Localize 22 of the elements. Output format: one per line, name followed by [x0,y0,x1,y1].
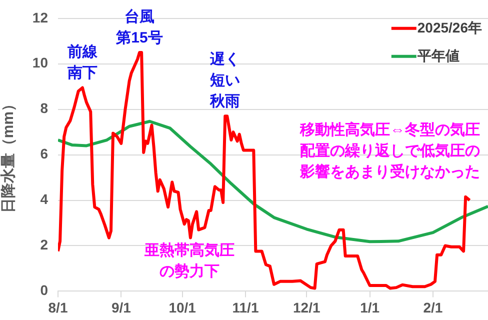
x-tick-label: 11/1 [232,299,259,316]
y-tick-label: 8 [40,100,48,116]
x-tick-label: 9/1 [111,299,132,316]
annotation: 亜熱帯高気圧の勢力下 [143,240,234,280]
legend-label: 平年値 [416,47,460,64]
legend-label: 2025/26年 [417,19,482,36]
y-tick-label: 12 [32,9,48,26]
y-tick-label: 6 [40,146,48,162]
x-tick-label: 12/1 [293,299,320,316]
y-tick-label: 2 [40,236,48,253]
x-tick-label: 2/1 [423,299,443,316]
x-tick-label: 10/1 [168,299,196,316]
x-tick-label: 8/1 [48,299,68,316]
annotation: 遅く短い秋雨 [209,51,240,110]
y-tick-label: 10 [32,54,48,71]
y-axis-title: 日降水量（mm） [0,96,18,214]
y-tick-label: 4 [40,191,48,208]
annotation: 移動性高気圧⇔冬型の気圧配置の繰り返しで低気圧の影響をあまり受けなかった [299,120,480,180]
x-tick-label: 1/1 [360,299,380,316]
y-tick-label: 0 [40,282,48,298]
annotation: 前線南下 [66,44,98,82]
annotation: 台風第15号 [115,8,163,46]
